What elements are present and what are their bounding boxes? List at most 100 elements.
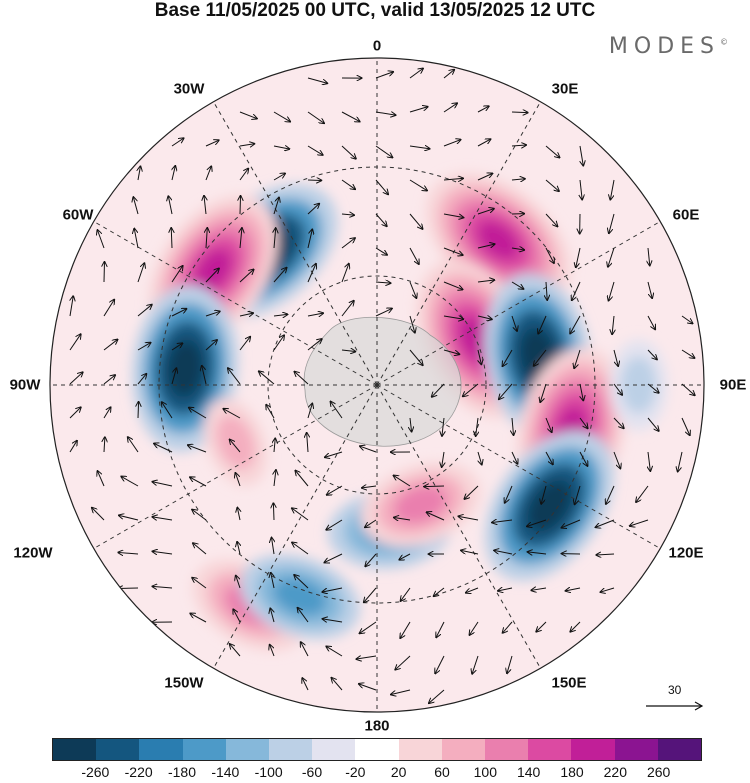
wind-vector (121, 477, 139, 487)
wind-vector (331, 402, 343, 419)
wind-vector (498, 588, 513, 591)
wind-vector (273, 335, 284, 351)
meridian-line (213, 384, 378, 669)
wind-vector (307, 230, 312, 249)
meridian-line (376, 101, 541, 386)
lon-label-180: 180 (364, 717, 390, 735)
colorbar-swatch (139, 739, 183, 760)
wind-vector (171, 138, 184, 147)
anomaly-blob-10-band-1 (215, 415, 256, 470)
wind-vector (341, 145, 356, 159)
brand-mark: © (720, 37, 728, 47)
lon-label-120w: 120W (13, 544, 53, 562)
wind-vector (230, 440, 241, 453)
wind-vector (171, 266, 183, 283)
wind-vector (531, 588, 547, 590)
antarctica-landmass (303, 316, 462, 447)
wind-vector (193, 543, 207, 555)
wind-vector (325, 451, 343, 457)
wind-vector (541, 485, 547, 504)
colorbar-swatch (485, 739, 529, 760)
wind-vector (648, 451, 650, 471)
wind-vector (103, 300, 114, 317)
wind-vector (678, 451, 683, 471)
meridian-line (376, 384, 541, 669)
wind-vector (612, 315, 614, 334)
meridian-line (93, 384, 378, 549)
wind-vector (240, 228, 242, 249)
colorbar-swatch (53, 739, 97, 760)
wind-vector (647, 349, 657, 359)
wind-vector (152, 517, 173, 520)
wind-vector (188, 445, 207, 453)
wind-vector (69, 334, 81, 351)
wind-vector (478, 349, 481, 364)
wind-vector (575, 485, 581, 504)
lon-label-90w: 90W (9, 376, 41, 394)
wind-vector (69, 407, 81, 419)
wind-vector (534, 349, 547, 366)
colorbar-swatch (225, 739, 270, 760)
wind-vector (409, 247, 419, 264)
wind-vector (375, 179, 388, 194)
wind-vector (436, 621, 445, 637)
wind-vector (443, 316, 463, 319)
wind-vector (681, 349, 694, 358)
wind-vector (477, 209, 494, 215)
wind-vector (301, 642, 309, 657)
wind-vector (399, 553, 411, 560)
wind-vector (341, 238, 355, 249)
wind-vector (307, 145, 323, 155)
colorbar-swatch (571, 739, 615, 760)
anomaly-blob-5-band-3 (166, 339, 204, 398)
wind-vector (365, 519, 377, 527)
wind-vector (332, 678, 343, 691)
wind-vector (579, 417, 588, 428)
colorbar-tick-label: 20 (390, 764, 407, 780)
colorbar-swatch (96, 739, 140, 760)
wind-vector (540, 383, 547, 402)
wind-vector (162, 402, 173, 419)
wind-vector (192, 510, 207, 521)
wind-vector (104, 437, 105, 453)
wind-vector (574, 349, 581, 368)
wind-vector (443, 213, 463, 218)
wind-vector (503, 621, 513, 633)
wind-vector (341, 350, 355, 352)
wind-vector (206, 228, 207, 249)
wind-vector (512, 417, 514, 435)
wind-vector (570, 621, 581, 632)
wind-vector (266, 405, 275, 419)
wind-vector (274, 439, 275, 453)
wind-vector (274, 470, 276, 487)
wind-vector (477, 280, 494, 282)
wind-vector (443, 70, 454, 79)
wind-vector (273, 503, 274, 521)
meridian-line (213, 101, 378, 386)
wind-vector (237, 508, 240, 521)
wind-vector (409, 179, 427, 191)
wind-vector (274, 228, 276, 249)
wind-vector (394, 518, 411, 520)
colorbar-swatch (355, 739, 399, 760)
wind-vector (205, 311, 220, 317)
wind-vector (307, 264, 316, 283)
wind-vector (307, 404, 312, 419)
anomaly-blob-13-band-1 (620, 356, 657, 414)
wind-vector (307, 433, 308, 453)
wind-vector (545, 417, 552, 432)
wind-vector (443, 281, 463, 289)
wind-vector (128, 437, 139, 453)
wind-vector (322, 587, 343, 592)
wind-vector (273, 314, 287, 316)
wind-vector (494, 550, 513, 555)
colorbar-tick-label: -220 (124, 764, 153, 780)
modes-logo: MODES© (609, 34, 728, 59)
wind-vector (477, 244, 495, 249)
wind-vector (97, 230, 105, 249)
wind-vector (326, 646, 343, 657)
wind-vector (228, 368, 241, 385)
lon-label-150e: 150E (551, 674, 587, 692)
wind-vector (536, 621, 547, 632)
wind-vector (511, 281, 523, 289)
